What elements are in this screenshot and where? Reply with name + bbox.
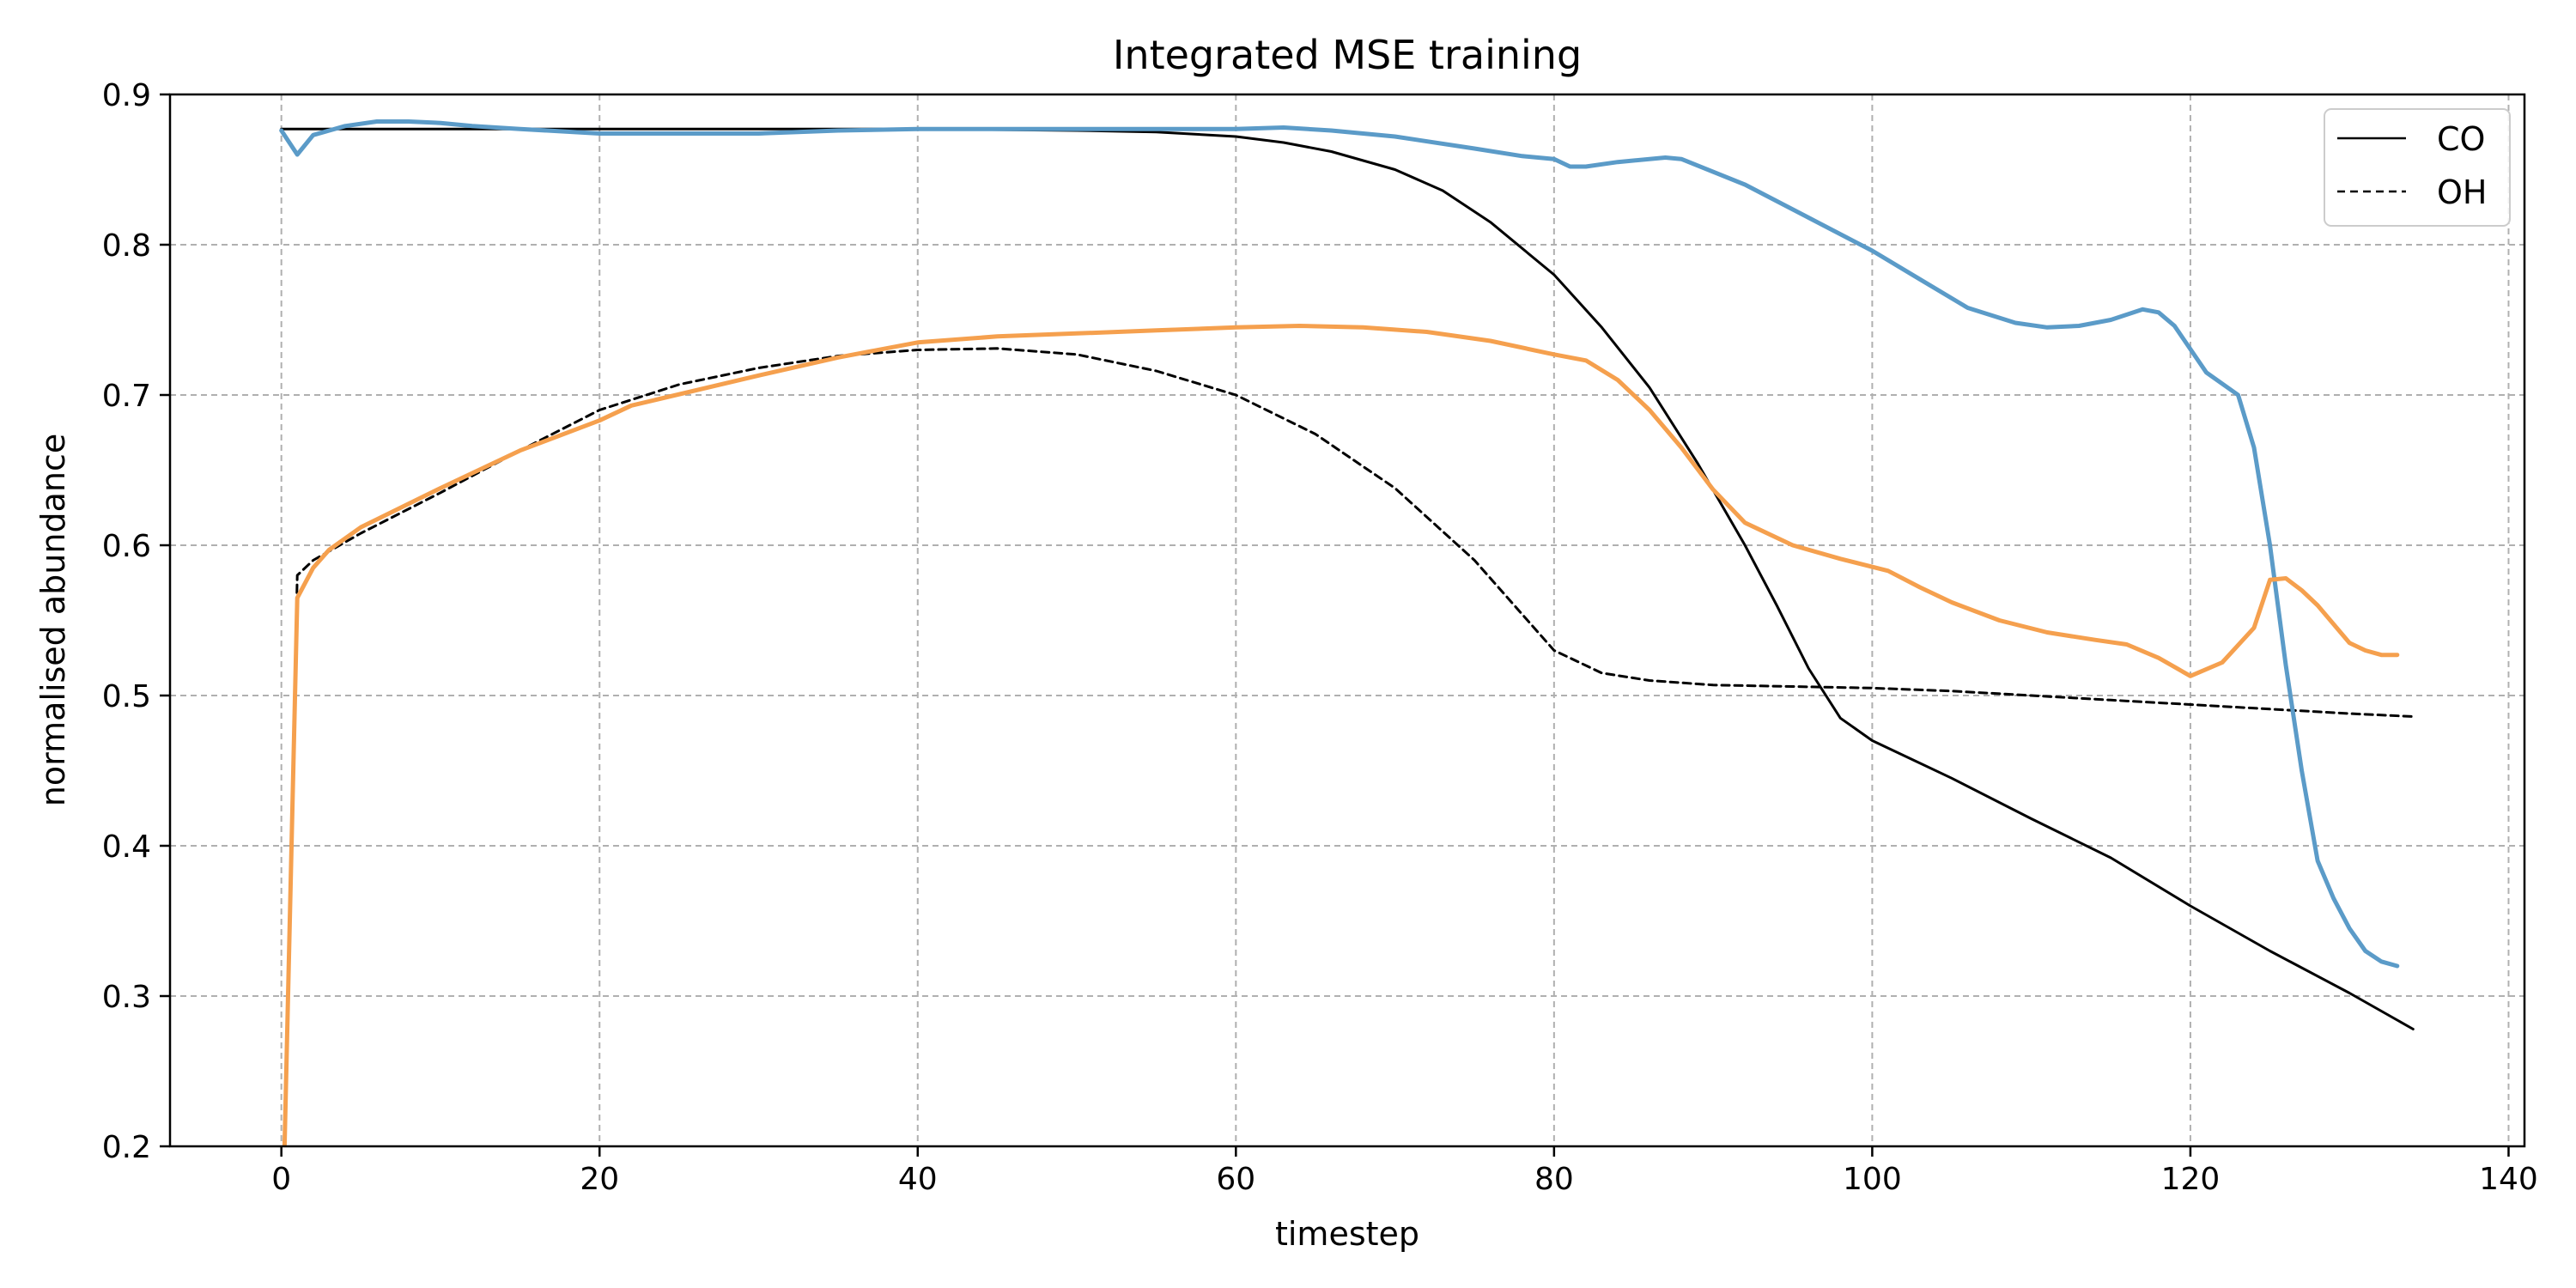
y-tick-label: 0.6 [102, 529, 151, 564]
legend-label-co: CO [2437, 120, 2485, 158]
chart-title: Integrated MSE training [1113, 32, 1582, 78]
plot-frame [168, 93, 2526, 1148]
x-tick-label: 100 [1843, 1162, 1902, 1197]
series-layer [279, 119, 2415, 1146]
y-axis-label: normalised abundance [34, 434, 72, 806]
y-tick-label: 0.4 [102, 829, 151, 865]
x-axis-label: timestep [1275, 1215, 1419, 1253]
x-tick-label: 140 [2479, 1162, 2538, 1197]
x-tick-label: 60 [1216, 1162, 1255, 1197]
y-tick-label: 0.2 [102, 1130, 151, 1165]
series-line-3 [279, 119, 2400, 969]
legend: CO OH [2324, 108, 2511, 227]
y-tick-label: 0.3 [102, 980, 151, 1015]
x-tick-label: 80 [1534, 1162, 1574, 1197]
series-line-4 [282, 324, 2400, 1146]
x-tick-label: 40 [898, 1162, 938, 1197]
x-tick-label: 20 [580, 1162, 619, 1197]
y-tick-label: 0.8 [102, 228, 151, 264]
y-tick-label: 0.7 [102, 379, 151, 414]
y-tick-label: 0.5 [102, 679, 151, 714]
legend-label-oh: OH [2437, 173, 2487, 211]
x-tick-label: 0 [271, 1162, 291, 1197]
ticks: 0 20 40 60 80 100 120 140 0.2 0.3 0.4 0.5 0.6 0.7 0.8 0… [102, 78, 2538, 1197]
x-tick-label: 120 [2161, 1162, 2221, 1197]
y-tick-label: 0.9 [102, 78, 151, 113]
